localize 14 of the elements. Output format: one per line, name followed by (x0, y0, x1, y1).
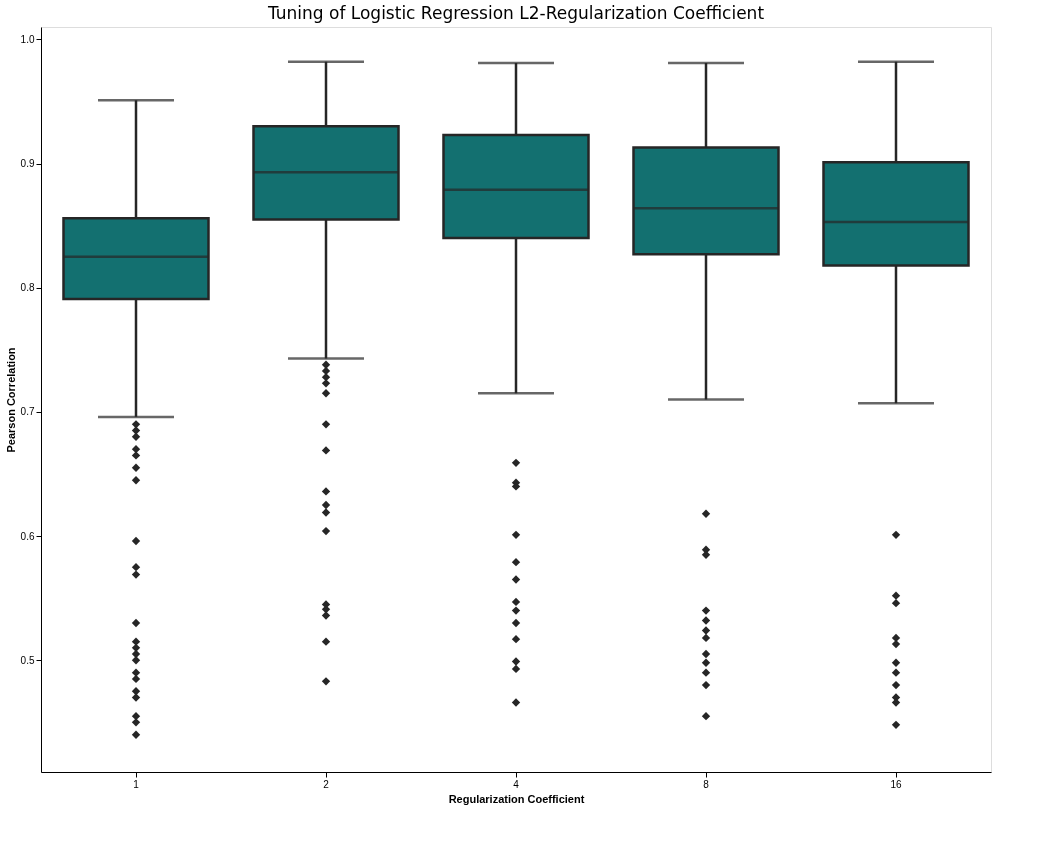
x-tick-label: 4 (513, 778, 520, 790)
y-tick-label: 0.6 (20, 530, 35, 542)
y-tick-label: 0.5 (20, 654, 35, 666)
y-tick-label: 0.7 (20, 406, 35, 418)
y-tick-label: 0.9 (20, 158, 35, 170)
y-tick-label: 1.0 (20, 33, 35, 45)
x-tick-label: 1 (133, 778, 140, 790)
x-tick-label: 16 (890, 778, 902, 790)
x-axis-title: Regularization Coefficient (448, 792, 585, 805)
x-tick-label: 2 (323, 778, 330, 790)
y-tick-label: 0.8 (20, 282, 35, 294)
chart-title: Tuning of Logistic Regression L2-Regularization Coefficient (266, 3, 765, 23)
x-tick-label: 8 (703, 778, 710, 790)
y-axis-title: Pearson Correlation (4, 347, 17, 453)
